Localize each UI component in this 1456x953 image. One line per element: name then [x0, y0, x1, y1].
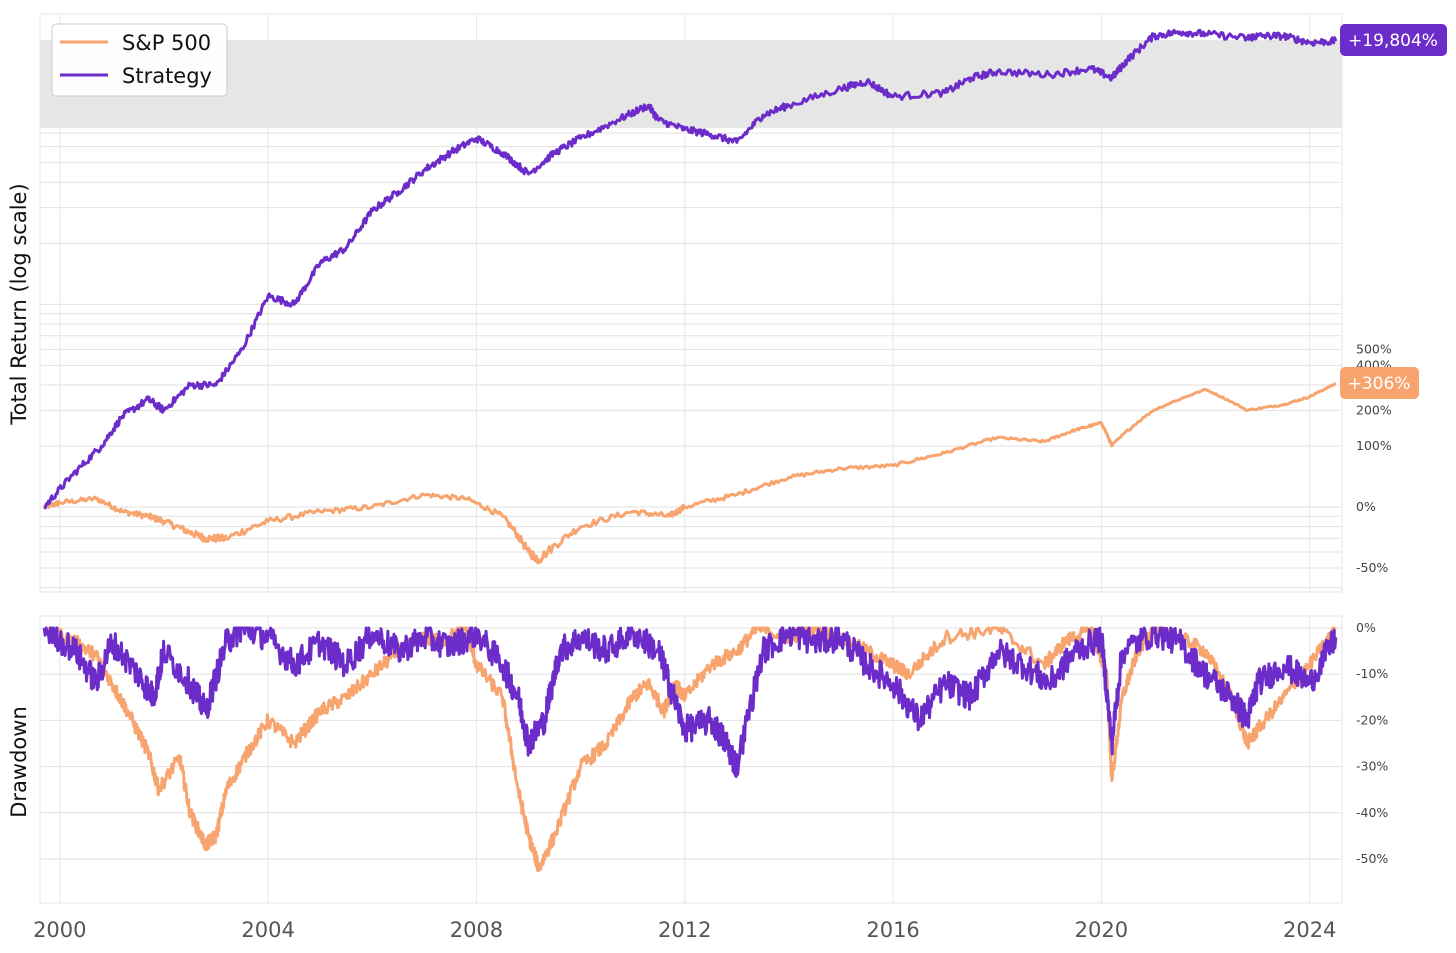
total-return-panel: 500%400%200%100%0%-50% Total Return (log…: [7, 13, 1392, 593]
total-return-series: [42, 28, 1338, 565]
drawdown-panel: 0% -10% -20% -30% -40% -50% Drawdown: [7, 615, 1388, 904]
strategy-end-label-box: [1340, 24, 1447, 56]
drawdown-y-ticks: 0% -10% -20% -30% -40% -50%: [1356, 620, 1388, 866]
legend: S&P 500 Strategy: [51, 23, 228, 97]
legend-label-strategy: Strategy: [122, 64, 212, 88]
drawdown-y-tick-label: -50%: [1356, 851, 1388, 866]
drawdown-y-tick-label: -20%: [1356, 712, 1388, 727]
total-return-y-axis-label: Total Return (log scale): [7, 183, 31, 425]
total-return-grid-band: [40, 40, 1342, 128]
total-return-y-tick-label: 100%: [1356, 438, 1392, 453]
end-value-labels: +19,804% +306%: [1340, 24, 1447, 399]
drawdown-series: [42, 626, 1338, 873]
total-return-y-tick-label: -50%: [1356, 560, 1388, 575]
drawdown-line-strategy: [42, 626, 1338, 778]
x-tick-label: 2016: [866, 918, 919, 942]
sp500-end-label-box: [1340, 367, 1419, 399]
total-return-y-tick-label: 500%: [1356, 341, 1392, 356]
sp500-end-label-text: +306%: [1348, 374, 1411, 394]
drawdown-y-axis-label: Drawdown: [7, 706, 31, 818]
drawdown-line-sp500: [42, 626, 1337, 873]
drawdown-y-tick-label: 0%: [1356, 620, 1376, 635]
x-tick-label: 2000: [33, 918, 86, 942]
total-return-line-sp500: [42, 382, 1337, 565]
x-tick-label: 2020: [1075, 918, 1128, 942]
total-return-line-strategy: [43, 28, 1338, 510]
x-tick-label: 2012: [658, 918, 711, 942]
total-return-y-tick-label: 0%: [1356, 499, 1376, 514]
strategy-end-label-text: +19,804%: [1348, 31, 1438, 51]
sp500-end-label: +306%: [1340, 367, 1419, 399]
x-tick-label: 2024: [1283, 918, 1336, 942]
strategy-end-label: +19,804%: [1340, 24, 1447, 56]
drawdown-plot-area: [39, 615, 1343, 904]
x-tick-label: 2004: [241, 918, 294, 942]
total-return-y-tick-label: 200%: [1356, 402, 1392, 417]
drawdown-y-tick-label: -30%: [1356, 759, 1388, 774]
legend-label-sp500: S&P 500: [122, 31, 211, 55]
drawdown-y-tick-label: -40%: [1356, 805, 1388, 820]
x-tick-label: 2008: [450, 918, 503, 942]
drawdown-y-tick-label: -10%: [1356, 666, 1388, 681]
total-return-grid: [40, 14, 1342, 592]
drawdown-grid: [40, 616, 1342, 903]
x-axis-ticks: 2000 2004 2008 2012 2016 2020 2024: [33, 918, 1336, 942]
